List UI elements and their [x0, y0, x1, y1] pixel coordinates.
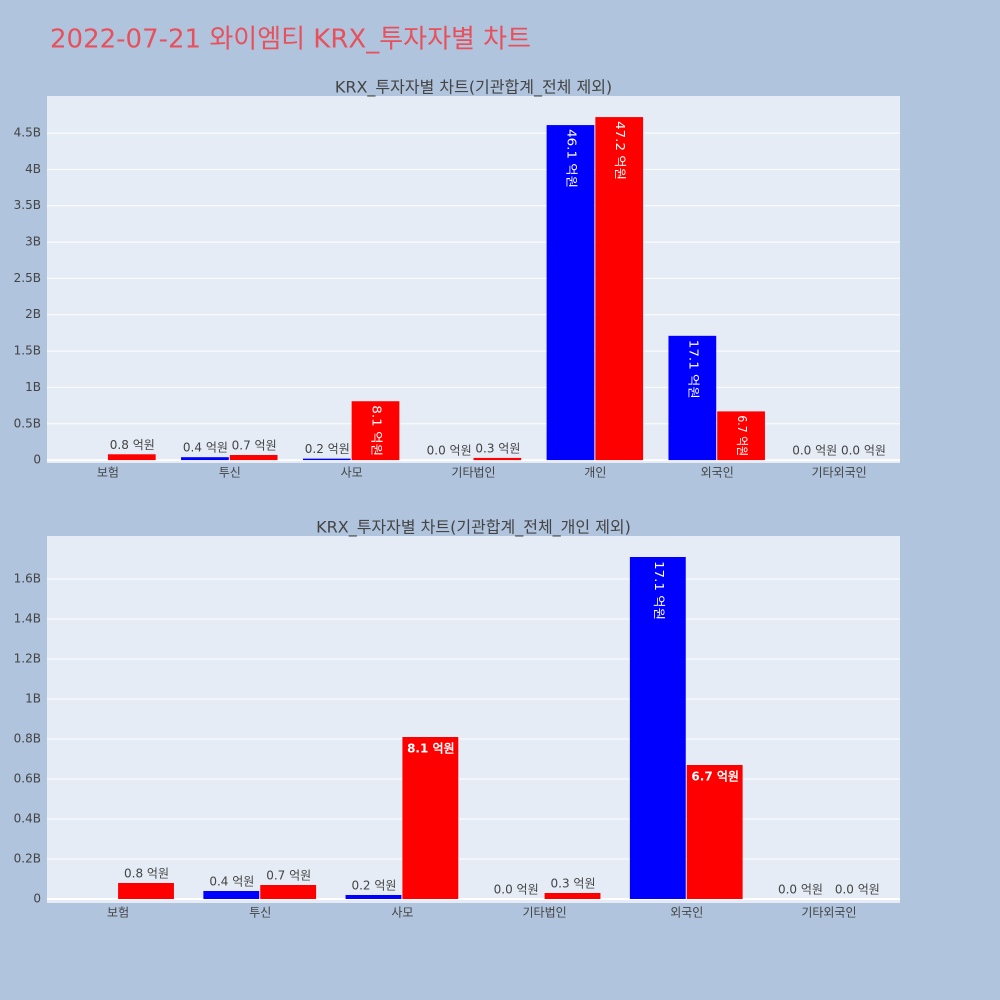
value-label: 0.8 억원: [110, 438, 155, 452]
bar: [686, 765, 743, 899]
value-label: 0.4 억원: [183, 441, 228, 455]
y-tick-label: 0.2B: [14, 852, 41, 866]
value-label: 0.7 억원: [232, 439, 277, 453]
y-tick-label: 2.5B: [14, 271, 41, 285]
y-tick-label: 1.5B: [14, 344, 41, 358]
value-label: 6.7 억원: [691, 770, 739, 784]
value-label: 0.0 억원: [494, 883, 539, 897]
y-tick-label: 2B: [25, 307, 41, 321]
x-tick-label: 외국인: [701, 466, 734, 480]
x-tick-label: 투신: [219, 466, 241, 480]
y-tick-label: 3B: [25, 235, 41, 249]
x-tick-label: 기타법인: [522, 906, 566, 920]
value-label: 0.3 억원: [475, 441, 520, 455]
bar: [717, 411, 765, 461]
value-label: 8.1 억원: [407, 742, 455, 756]
value-label: 0.0 억원: [841, 444, 886, 458]
bar: [668, 335, 717, 461]
x-tick-label: 개인: [584, 466, 606, 480]
value-label: 8.1 억원: [370, 405, 384, 456]
bar: [345, 895, 402, 899]
y-tick-label: 1B: [25, 380, 41, 394]
value-label: 47.2 억원: [613, 121, 627, 180]
bar: [118, 883, 174, 899]
chart-title: KRX_투자자별 차트(기관합계_전체 제외): [335, 78, 612, 98]
value-label: 17.1 억원: [652, 561, 666, 620]
bar: [302, 458, 351, 461]
value-label: 6.7 억원: [735, 415, 749, 456]
x-tick-label: 투신: [249, 906, 271, 920]
y-tick-label: 0: [33, 453, 41, 467]
value-label: 0.2 억원: [305, 442, 350, 456]
bar: [351, 401, 400, 461]
y-tick-label: 0.8B: [14, 732, 41, 746]
bar: [107, 454, 156, 461]
y-tick-label: 0: [33, 892, 41, 906]
bar: [546, 125, 595, 461]
x-tick-label: 사모: [341, 466, 363, 480]
value-label: 0.7 억원: [266, 869, 311, 883]
bar: [402, 737, 459, 899]
y-tick-label: 1.2B: [14, 652, 41, 666]
x-tick-label: 보험: [97, 466, 119, 480]
y-tick-label: 1.4B: [14, 612, 41, 626]
bar: [229, 455, 278, 461]
y-tick-label: 0.4B: [14, 812, 41, 826]
x-tick-label: 기타외국인: [801, 906, 856, 920]
value-label: 0.4 억원: [209, 875, 254, 889]
x-tick-label: 외국인: [670, 906, 703, 920]
main-title: 2022-07-21 와이엠티 KRX_투자자별 차트: [50, 25, 531, 55]
bar: [629, 557, 686, 899]
x-tick-label: 보험: [107, 906, 129, 920]
y-tick-label: 3.5B: [14, 198, 41, 212]
x-tick-label: 사모: [391, 906, 413, 920]
bar: [203, 891, 260, 899]
value-label: 0.0 억원: [427, 444, 472, 458]
chart-title: KRX_투자자별 차트(기관합계_전체_개인 제외): [316, 518, 631, 538]
bar: [260, 885, 317, 899]
y-tick-label: 0.5B: [14, 416, 41, 430]
value-label: 17.1 억원: [686, 340, 700, 399]
x-tick-label: 기타외국인: [811, 466, 866, 480]
value-label: 0.0 억원: [792, 444, 837, 458]
bar: [544, 893, 601, 899]
plot-area: [47, 96, 900, 463]
bar: [181, 457, 229, 461]
value-label: 0.0 억원: [778, 883, 823, 897]
y-tick-label: 1.6B: [14, 572, 41, 586]
value-label: 0.8 억원: [124, 867, 169, 881]
value-label: 0.3 억원: [551, 877, 596, 891]
x-tick-label: 기타법인: [451, 466, 495, 480]
value-label: 0.2 억원: [351, 879, 396, 893]
y-tick-label: 4B: [25, 162, 41, 176]
y-tick-label: 4.5B: [14, 126, 41, 140]
plot-area: [47, 536, 900, 903]
y-tick-label: 1B: [25, 692, 41, 706]
bar: [473, 457, 522, 461]
value-label: 46.1 억원: [564, 129, 578, 188]
value-label: 0.0 억원: [835, 883, 880, 897]
y-tick-label: 0.6B: [14, 772, 41, 786]
bar: [595, 117, 644, 461]
